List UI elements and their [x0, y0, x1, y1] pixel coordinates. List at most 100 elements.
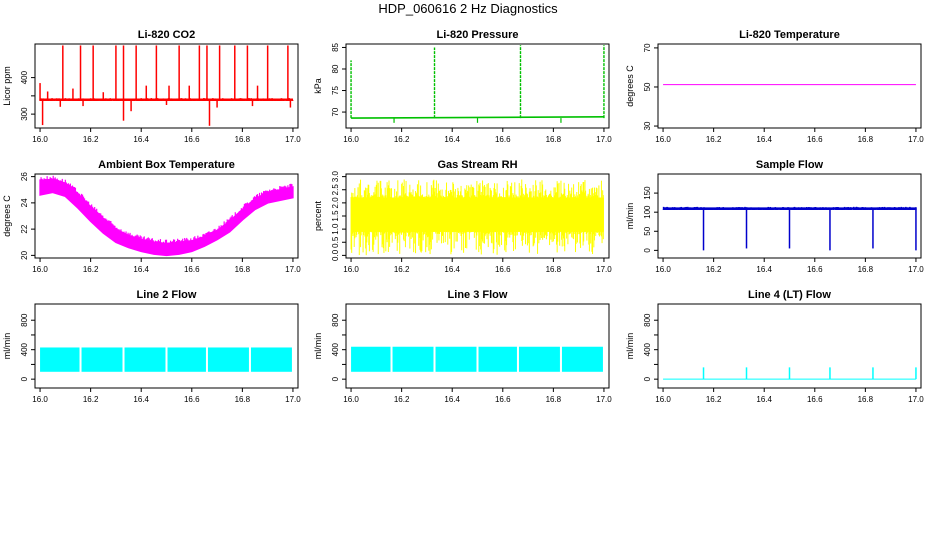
x-tick-label: 16.8 [858, 135, 874, 144]
series-band-segment [250, 347, 292, 372]
x-tick-label: 17.0 [908, 135, 924, 144]
series-band [39, 178, 294, 257]
y-tick-label: 0.0 [331, 249, 340, 261]
x-tick-label: 17.0 [285, 135, 301, 144]
series-band-segment [40, 347, 80, 372]
x-tick-label: 16.0 [343, 265, 359, 274]
y-tick-label: 85 [331, 42, 340, 51]
plot-frame [657, 43, 922, 129]
x-tick-label: 17.0 [285, 265, 301, 274]
data-layer [350, 179, 604, 256]
x-tick-label: 16.2 [706, 135, 722, 144]
y-tick-label: 400 [643, 342, 652, 356]
data-layer [40, 347, 292, 372]
x-tick-label: 16.0 [655, 135, 671, 144]
x-tick-label: 16.2 [394, 395, 410, 404]
y-axis-label: ml/min [625, 333, 635, 360]
y-tick-label: 24 [20, 198, 29, 207]
series-baseline [351, 116, 604, 119]
y-tick-label: 70 [331, 107, 340, 116]
y-tick-label: 0 [331, 376, 340, 381]
x-tick-label: 16.4 [756, 395, 772, 404]
x-tick-label: 16.4 [133, 135, 149, 144]
x-tick-label: 16.2 [83, 135, 99, 144]
x-tick-label: 16.2 [394, 265, 410, 274]
series-band-segment [435, 346, 477, 372]
x-tick-label: 16.6 [807, 135, 823, 144]
y-axis-label: ml/min [313, 333, 323, 360]
series-band-segment [81, 347, 123, 372]
y-tick-label: 400 [331, 342, 340, 356]
series-band-segment [561, 346, 603, 372]
x-tick-label: 16.6 [184, 265, 200, 274]
x-tick-label: 16.0 [343, 395, 359, 404]
x-tick-label: 16.8 [235, 135, 251, 144]
x-tick-label: 16.6 [495, 395, 511, 404]
chart-panel-line4: Line 4 (LT) Flow ml/min 16.0 16.2 16.4 16.6 16… [625, 289, 924, 404]
y-axis-label: Licor ppm [2, 66, 12, 106]
x-tick-label: 16.8 [858, 395, 874, 404]
y-tick-label: 0.5 [331, 236, 340, 248]
x-tick-label: 16.6 [807, 265, 823, 274]
y-axis-label: percent [313, 200, 323, 231]
y-axis-label: ml/min [2, 333, 12, 360]
chart-title: Sample Flow [756, 159, 824, 171]
y-tick-label: 30 [643, 121, 652, 130]
chart-panel-pressure: Li-820 Pressure kPa 16.0 16.2 16.4 16.6 16.8 17… [313, 29, 612, 144]
x-tick-label: 16.0 [655, 395, 671, 404]
x-tick-label: 16.6 [184, 135, 200, 144]
x-tick-label: 16.2 [83, 265, 99, 274]
x-tick-label: 16.4 [756, 265, 772, 274]
series-band-segment [124, 347, 166, 372]
x-tick-label: 16.8 [546, 395, 562, 404]
y-tick-label: 70 [643, 43, 652, 52]
y-tick-label: 2.0 [331, 197, 340, 209]
x-tick-label: 16.8 [235, 265, 251, 274]
y-tick-label: 300 [20, 107, 29, 121]
x-tick-label: 17.0 [596, 395, 612, 404]
x-tick-label: 16.4 [133, 395, 149, 404]
x-tick-label: 16.2 [706, 395, 722, 404]
y-tick-label: 1.5 [331, 210, 340, 222]
chart-title: Li-820 Pressure [437, 29, 519, 41]
x-tick-label: 17.0 [596, 265, 612, 274]
y-axis-label: degrees C [625, 65, 635, 107]
chart-panel-co2: Li-820 CO2 Licor ppm 16.0 16.2 16.4 16.6 16.8 1… [2, 29, 301, 144]
series-band-segment [478, 346, 517, 372]
x-tick-label: 16.0 [655, 265, 671, 274]
x-tick-label: 17.0 [285, 395, 301, 404]
y-tick-label: 800 [20, 313, 29, 327]
data-layer [663, 367, 917, 380]
chart-title: Li-820 Temperature [739, 29, 840, 41]
x-tick-label: 16.8 [858, 265, 874, 274]
y-tick-label: 0 [643, 248, 652, 253]
y-axis-label: degrees C [2, 195, 12, 237]
x-tick-label: 16.4 [444, 265, 460, 274]
x-tick-label: 17.0 [908, 395, 924, 404]
y-tick-label: 80 [331, 64, 340, 73]
x-tick-label: 16.4 [133, 265, 149, 274]
x-tick-label: 16.6 [495, 135, 511, 144]
series-band-segment [207, 347, 249, 372]
data-layer [39, 175, 294, 257]
x-tick-label: 17.0 [908, 265, 924, 274]
y-tick-label: 1.0 [331, 223, 340, 235]
chart-title: Line 2 Flow [137, 289, 197, 301]
plot-frame [657, 303, 922, 389]
x-tick-label: 16.8 [235, 395, 251, 404]
plot-frame [345, 43, 610, 129]
y-tick-label: 22 [20, 224, 29, 233]
y-tick-label: 75 [331, 86, 340, 95]
chart-panel-rh: Gas Stream RH percent 16.0 16.2 16.4 16.6 16.8… [313, 159, 612, 274]
data-layer [39, 45, 294, 126]
series-band-segment [167, 347, 206, 372]
x-tick-label: 16.0 [343, 135, 359, 144]
chart-title: Gas Stream RH [437, 159, 517, 171]
chart-title: Li-820 CO2 [138, 29, 195, 41]
series-band-segment [518, 346, 560, 372]
plot-frame [34, 43, 299, 129]
data-layer [350, 45, 605, 123]
chart-panel-ambient: Ambient Box Temperature degrees C 16.0 16.2… [2, 159, 301, 274]
series-band-segment [392, 346, 434, 372]
y-axis-label: kPa [313, 78, 323, 94]
